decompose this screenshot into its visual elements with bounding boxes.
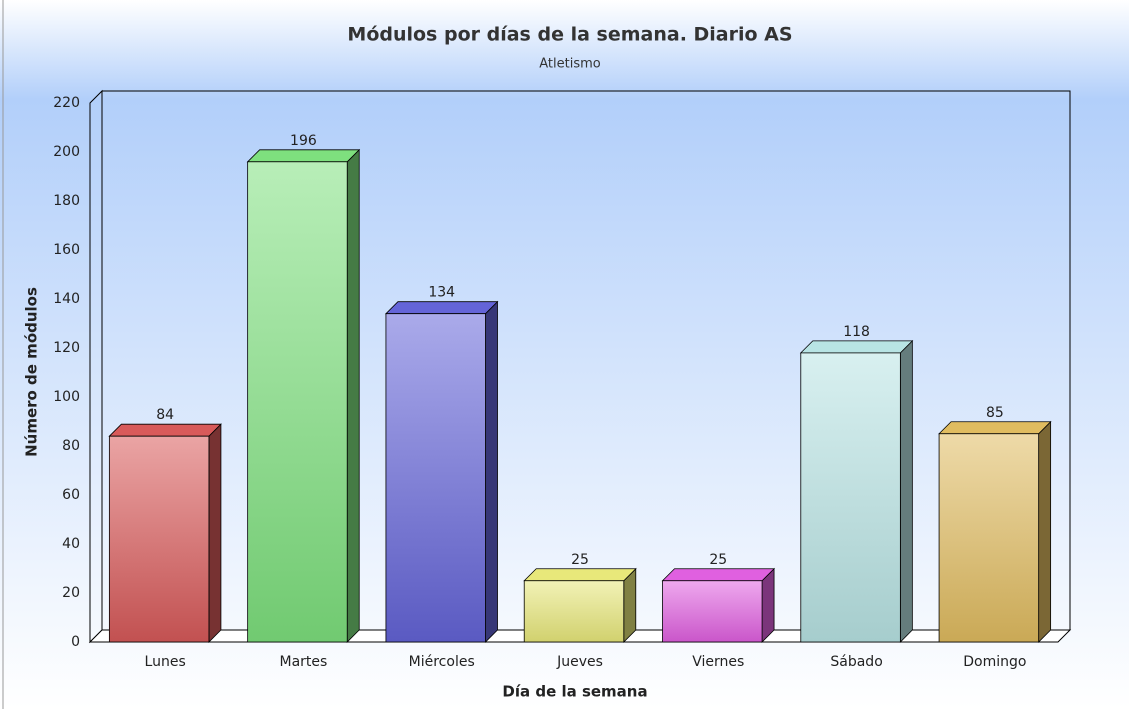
bar-top: [108, 423, 222, 437]
bar-top: [523, 568, 637, 582]
y-tick-label: 100: [53, 389, 80, 405]
bar-side: [899, 339, 913, 643]
bar: [385, 313, 486, 643]
bar-side: [761, 567, 775, 643]
bar-side: [1038, 420, 1052, 643]
x-tick-label: Domingo: [963, 654, 1026, 670]
bar: [800, 352, 901, 643]
bar: [108, 435, 210, 643]
x-tick-label: Martes: [280, 654, 328, 670]
y-tick-label: 220: [53, 95, 80, 111]
bar: [247, 161, 348, 643]
value-label: 118: [843, 324, 870, 340]
bar: [938, 433, 1040, 643]
bar: [662, 580, 763, 643]
y-tick-label: 200: [53, 144, 80, 160]
bar-top: [246, 149, 361, 163]
y-tick-label: 120: [53, 340, 80, 356]
x-tick-label: Jueves: [556, 654, 603, 670]
value-label: 84: [156, 407, 174, 423]
value-label: 25: [571, 552, 589, 568]
bar-top: [938, 421, 1052, 435]
bar-top: [384, 301, 499, 315]
chart-subtitle: Atletismo: [539, 57, 601, 72]
value-label: 85: [986, 405, 1004, 421]
y-tick-label: 80: [62, 438, 80, 454]
y-tick-label: 180: [53, 193, 80, 209]
bar-side: [485, 300, 498, 643]
bar-top: [661, 568, 776, 582]
y-tick-label: 160: [53, 242, 80, 258]
value-label: 196: [290, 133, 317, 149]
value-label: 134: [428, 285, 455, 301]
x-tick-label: Lunes: [145, 654, 186, 670]
y-tick-label: 60: [62, 487, 80, 503]
chart-title: Módulos por días de la semana. Diario AS: [347, 24, 792, 46]
x-tick-label: Miércoles: [409, 654, 475, 670]
x-axis-label: Día de la semana: [502, 683, 647, 701]
y-tick-label: 20: [62, 585, 80, 601]
bar-side: [208, 423, 222, 643]
bar-side: [346, 148, 360, 643]
y-tick-label: 40: [62, 536, 80, 552]
x-tick-label: Viernes: [692, 654, 744, 670]
bar: [523, 580, 625, 643]
bar-side: [623, 567, 637, 643]
value-label: 25: [709, 552, 727, 568]
y-axis-label: Número de módulos: [23, 287, 41, 457]
y-tick-label: 0: [71, 634, 80, 650]
y-tick-label: 140: [53, 291, 80, 307]
bar-top: [799, 340, 914, 354]
x-tick-label: Sábado: [830, 654, 882, 670]
